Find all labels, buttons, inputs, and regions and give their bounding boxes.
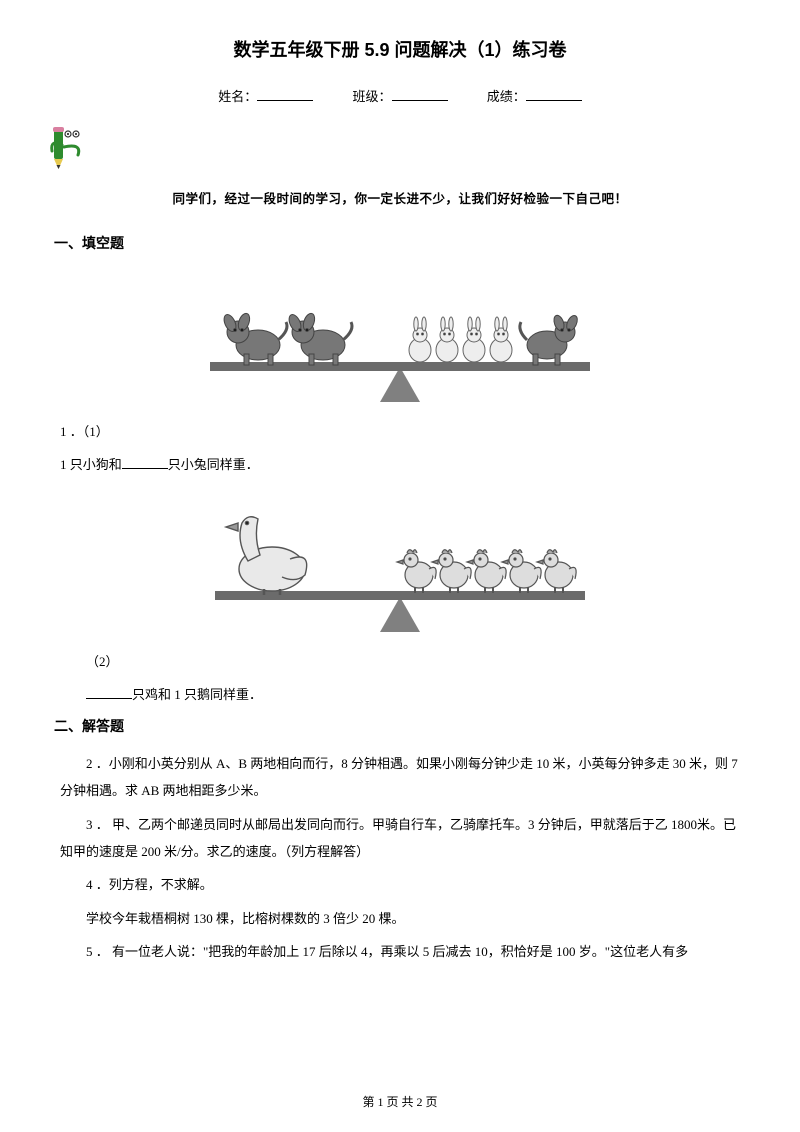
q1-line2-post: 只鸡和 1 只鹅同样重． (132, 687, 262, 702)
pencil-mascot (48, 121, 740, 178)
footer-mid: 页 共 (383, 1095, 416, 1109)
name-field: 姓名： (218, 86, 313, 105)
q1-blank-2[interactable] (86, 687, 132, 699)
figure-2 (60, 487, 740, 642)
q2-text: 2 ．小刚和小英分别从 A、B 两地相向而行，8 分钟相遇。如果小刚每分钟少走 … (60, 750, 740, 805)
intro-text: 同学们，经过一段时间的学习，你一定长进不少，让我们好好检验一下自己吧！ (60, 188, 740, 207)
pencil-icon (48, 121, 104, 173)
q3-text: 3 ． 甲、乙两个邮递员同时从邮局出发同向而行。甲骑自行车，乙骑摩托车。3 分钟… (60, 811, 740, 866)
section-2-heading: 二、解答题 (54, 716, 740, 736)
q1-line: 1 只小狗和 只小兔同样重． (60, 451, 740, 478)
q1-line2: 只鸡和 1 只鹅同样重． (60, 681, 740, 708)
q1-line-post: 只小兔同样重． (168, 457, 259, 472)
seesaw-dogs-rabbits-icon (185, 267, 615, 407)
score-label: 成绩： (487, 89, 526, 104)
section-1-heading: 一、填空题 (54, 233, 740, 253)
figure-1 (60, 267, 740, 412)
seesaw-goose-chickens-icon (190, 487, 610, 637)
q1-number: 1 ．（1） (60, 418, 740, 445)
name-blank[interactable] (257, 87, 313, 101)
q1-sub2-label: （2） (60, 648, 740, 675)
q1-line-pre: 1 只小狗和 (60, 457, 122, 472)
q4b-text: 学校今年栽梧桐树 130 棵，比榕树棵数的 3 倍少 20 棵。 (60, 905, 740, 932)
class-label: 班级： (352, 89, 391, 104)
page-title: 数学五年级下册 5.9 问题解决（1）练习卷 (60, 36, 740, 62)
q1-blank-1[interactable] (122, 457, 168, 469)
q4a-text: 4 ．列方程，不求解。 (60, 871, 740, 898)
footer-prefix: 第 (362, 1095, 377, 1109)
form-row: 姓名： 班级： 成绩： (60, 86, 740, 105)
name-label: 姓名： (218, 89, 257, 104)
page-footer: 第 1 页 共 2 页 (0, 1093, 800, 1110)
footer-suffix: 页 (423, 1095, 438, 1109)
score-blank[interactable] (526, 87, 582, 101)
class-field: 班级： (352, 86, 447, 105)
score-field: 成绩： (487, 86, 582, 105)
q5-text: 5 ． 有一位老人说："把我的年龄加上 17 后除以 4，再乘以 5 后减去 1… (60, 938, 740, 965)
class-blank[interactable] (392, 87, 448, 101)
